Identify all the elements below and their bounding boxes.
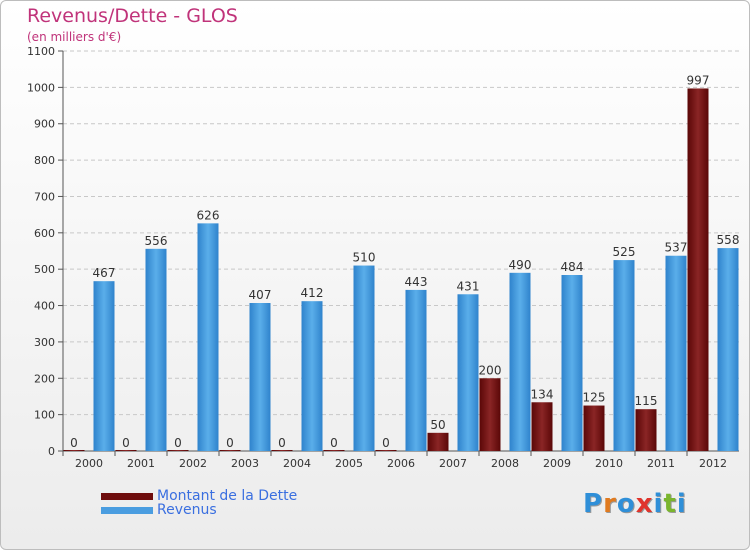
debt-value-label: 50 (430, 418, 445, 432)
y-tick-label: 100 (34, 409, 55, 422)
revenus-value-label: 407 (249, 288, 272, 302)
y-tick-label: 800 (34, 154, 55, 167)
legend-swatch-revenus (101, 506, 153, 514)
y-tick-label: 0 (48, 445, 55, 458)
revenus-bar (509, 272, 531, 451)
y-tick-label: 1000 (27, 81, 55, 94)
legend-item-debt: Montant de la Dette (101, 488, 297, 504)
legend-item-revenus: Revenus (101, 502, 217, 518)
debt-bar (271, 450, 293, 451)
debt-bar (687, 88, 709, 452)
revenus-value-label: 467 (93, 266, 116, 280)
x-tick-label: 2005 (335, 457, 363, 470)
debt-value-label: 0 (70, 436, 78, 450)
revenus-bar (405, 289, 427, 451)
revenus-value-label: 510 (353, 251, 376, 265)
debt-bar (635, 409, 657, 451)
y-tick-label: 300 (34, 336, 55, 349)
legend-swatch-debt (101, 492, 153, 500)
y-tick-label: 200 (34, 372, 55, 385)
proxiti-logo: Proxiti (583, 489, 687, 519)
chart-subtitle: (en milliers d'€) (27, 30, 122, 44)
revenus-bar (457, 294, 479, 451)
revenus-value-label: 412 (301, 286, 324, 300)
y-tick-label: 1100 (27, 45, 55, 58)
debt-bar (167, 450, 189, 451)
revenus-bar (93, 281, 115, 451)
x-tick-label: 2010 (595, 457, 623, 470)
debt-bar (115, 450, 137, 451)
debt-value-label: 0 (382, 436, 390, 450)
revenus-value-label: 558 (717, 233, 740, 247)
x-tick-label: 2000 (75, 457, 103, 470)
x-tick-label: 2007 (439, 457, 467, 470)
debt-value-label: 0 (122, 436, 130, 450)
debt-bar (63, 450, 85, 451)
legend-label-debt: Montant de la Dette (157, 488, 298, 504)
y-tick-label: 500 (34, 263, 55, 276)
revenus-bar (249, 303, 271, 451)
debt-value-label: 0 (330, 436, 338, 450)
x-tick-label: 2009 (543, 457, 571, 470)
x-tick-label: 2011 (647, 457, 675, 470)
debt-value-label: 0 (226, 436, 234, 450)
debt-value-label: 200 (479, 363, 502, 377)
debt-value-label: 115 (635, 394, 658, 408)
revenus-bar (665, 255, 687, 451)
revenus-bar (145, 248, 167, 451)
debt-value-label: 997 (687, 73, 710, 87)
debt-value-label: 125 (583, 391, 606, 405)
y-tick-label: 700 (34, 190, 55, 203)
revenus-value-label: 490 (509, 258, 532, 272)
revenus-bar (197, 223, 219, 451)
revenus-bar (613, 260, 635, 451)
legend-label-revenus: Revenus (157, 502, 217, 518)
revenus-value-label: 484 (561, 260, 584, 274)
x-tick-label: 2001 (127, 457, 155, 470)
x-tick-label: 2002 (179, 457, 207, 470)
x-tick-label: 2006 (387, 457, 415, 470)
chart-title: Revenus/Dette - GLOS (27, 5, 238, 27)
y-tick-label: 400 (34, 300, 55, 313)
x-tick-label: 2008 (491, 457, 519, 470)
revenus-value-label: 525 (613, 245, 636, 259)
debt-bar (219, 450, 241, 451)
revenus-bar (301, 301, 323, 451)
revenus-bar (561, 275, 583, 451)
revenus-bar (717, 248, 739, 451)
y-tick-label: 900 (34, 118, 55, 131)
debt-value-label: 0 (174, 436, 182, 450)
revenus-value-label: 443 (405, 275, 428, 289)
revenus-bar (353, 265, 375, 451)
revenus-value-label: 537 (665, 241, 688, 255)
revenus-value-label: 431 (457, 279, 480, 293)
debt-value-label: 0 (278, 436, 286, 450)
y-tick-label: 600 (34, 227, 55, 240)
debt-bar (583, 405, 605, 451)
debt-bar (427, 432, 449, 451)
debt-bar (531, 402, 553, 451)
x-tick-label: 2012 (699, 457, 727, 470)
debt-bar (323, 450, 345, 451)
x-tick-label: 2004 (283, 457, 311, 470)
debt-bar (479, 378, 501, 451)
revenus-value-label: 626 (197, 208, 220, 222)
x-tick-label: 2003 (231, 457, 259, 470)
debt-value-label: 134 (531, 387, 554, 401)
revenus-value-label: 556 (145, 234, 168, 248)
debt-bar (375, 450, 397, 451)
